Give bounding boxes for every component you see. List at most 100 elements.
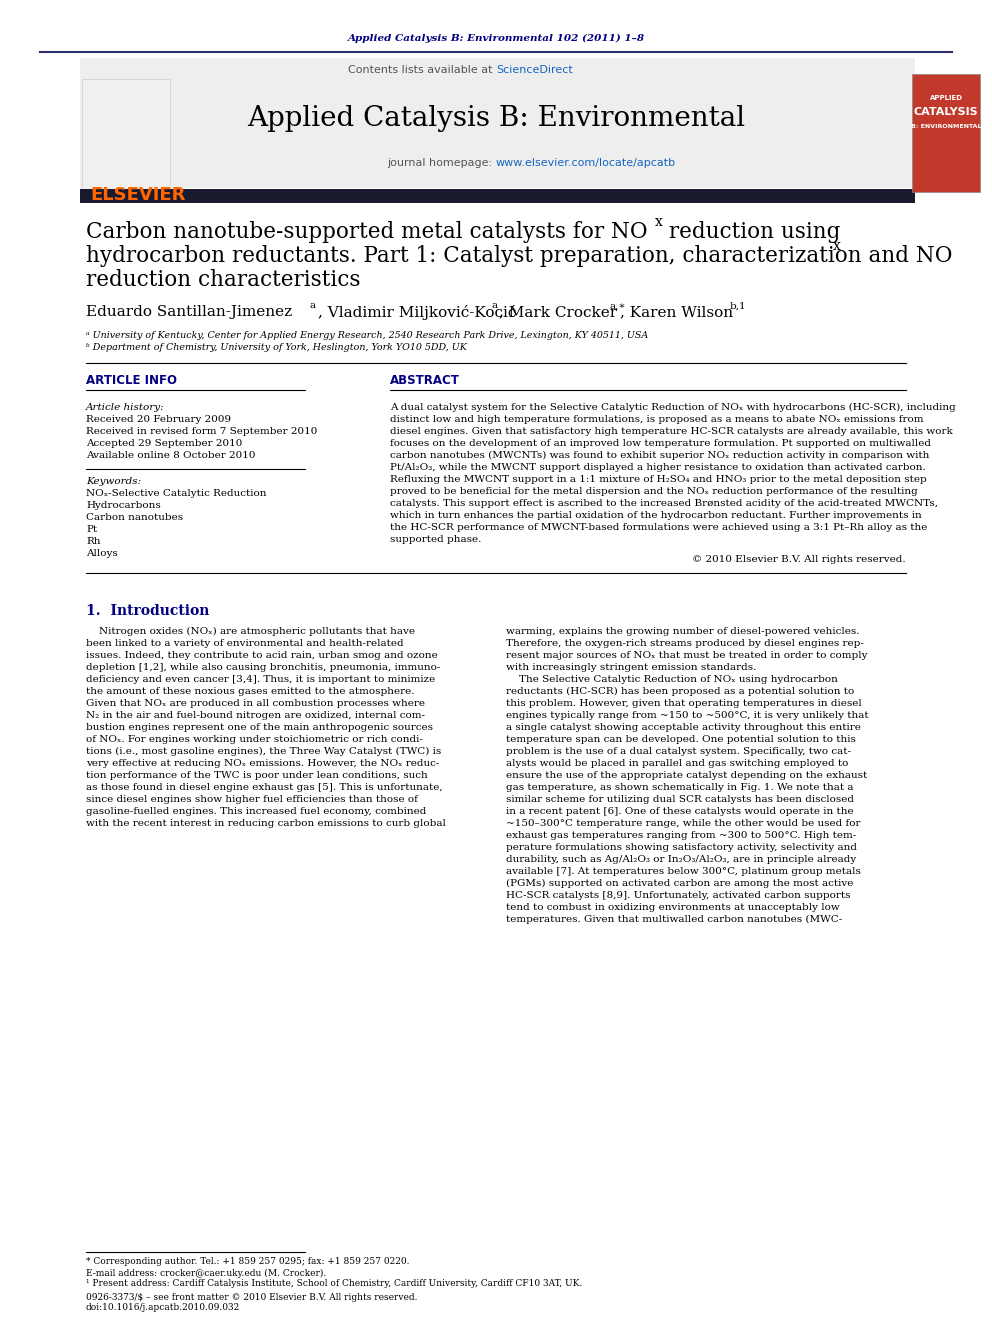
- Text: Applied Catalysis B: Environmental 102 (2011) 1–8: Applied Catalysis B: Environmental 102 (…: [347, 33, 645, 42]
- Text: Keywords:: Keywords:: [86, 476, 141, 486]
- Text: reductants (HC-SCR) has been proposed as a potential solution to: reductants (HC-SCR) has been proposed as…: [506, 687, 854, 696]
- Text: catalysts. This support effect is ascribed to the increased Brønsted acidity of : catalysts. This support effect is ascrib…: [390, 499, 938, 508]
- Text: exhaust gas temperatures ranging from ~300 to 500°C. High tem-: exhaust gas temperatures ranging from ~3…: [506, 831, 856, 840]
- Text: Rh: Rh: [86, 537, 100, 545]
- Text: focuses on the development of an improved low temperature formulation. Pt suppor: focuses on the development of an improve…: [390, 438, 931, 447]
- Text: been linked to a variety of environmental and health-related: been linked to a variety of environmenta…: [86, 639, 404, 647]
- Text: engines typically range from ~150 to ~500°C, it is very unlikely that: engines typically range from ~150 to ~50…: [506, 710, 869, 720]
- Text: Therefore, the oxygen-rich streams produced by diesel engines rep-: Therefore, the oxygen-rich streams produ…: [506, 639, 864, 647]
- Text: Accepted 29 September 2010: Accepted 29 September 2010: [86, 438, 242, 447]
- Text: gas temperature, as shown schematically in Fig. 1. We note that a: gas temperature, as shown schematically …: [506, 782, 853, 791]
- Text: proved to be beneficial for the metal dispersion and the NOₓ reduction performan: proved to be beneficial for the metal di…: [390, 487, 918, 496]
- Text: NOₓ-Selective Catalytic Reduction: NOₓ-Selective Catalytic Reduction: [86, 488, 267, 497]
- Text: issues. Indeed, they contribute to acid rain, urban smog and ozone: issues. Indeed, they contribute to acid …: [86, 651, 437, 659]
- Text: a,∗: a,∗: [609, 302, 625, 311]
- Text: (PGMs) supported on activated carbon are among the most active: (PGMs) supported on activated carbon are…: [506, 878, 853, 888]
- Text: supported phase.: supported phase.: [390, 534, 481, 544]
- Text: Pt: Pt: [86, 524, 97, 533]
- Text: Hydrocarbons: Hydrocarbons: [86, 500, 161, 509]
- Text: gasoline-fuelled engines. This increased fuel economy, combined: gasoline-fuelled engines. This increased…: [86, 807, 427, 815]
- Text: Given that NOₓ are produced in all combustion processes where: Given that NOₓ are produced in all combu…: [86, 699, 425, 708]
- Text: Carbon nanotubes: Carbon nanotubes: [86, 512, 184, 521]
- Text: this problem. However, given that operating temperatures in diesel: this problem. However, given that operat…: [506, 699, 862, 708]
- Text: ScienceDirect: ScienceDirect: [496, 65, 572, 75]
- Text: Eduardo Santillan-Jimenez: Eduardo Santillan-Jimenez: [86, 306, 292, 319]
- Text: Received 20 February 2009: Received 20 February 2009: [86, 414, 231, 423]
- Text: 1.  Introduction: 1. Introduction: [86, 605, 209, 618]
- Text: ᵇ Department of Chemistry, University of York, Heslington, York YO10 5DD, UK: ᵇ Department of Chemistry, University of…: [86, 343, 467, 352]
- Text: The Selective Catalytic Reduction of NOₓ using hydrocarbon: The Selective Catalytic Reduction of NOₓ…: [506, 675, 838, 684]
- Text: temperature span can be developed. One potential solution to this: temperature span can be developed. One p…: [506, 734, 856, 744]
- Text: B: ENVIRONMENTAL: B: ENVIRONMENTAL: [911, 123, 981, 128]
- Text: as those found in diesel engine exhaust gas [5]. This is unfortunate,: as those found in diesel engine exhaust …: [86, 782, 442, 791]
- Text: temperatures. Given that multiwalled carbon nanotubes (MWC-: temperatures. Given that multiwalled car…: [506, 914, 842, 923]
- Text: CATALYSIS: CATALYSIS: [914, 107, 978, 116]
- Text: * Corresponding author. Tel.: +1 859 257 0295; fax: +1 859 257 0220.: * Corresponding author. Tel.: +1 859 257…: [86, 1257, 410, 1266]
- Text: a: a: [492, 302, 498, 311]
- Text: tend to combust in oxidizing environments at unacceptably low: tend to combust in oxidizing environment…: [506, 902, 840, 912]
- Text: © 2010 Elsevier B.V. All rights reserved.: © 2010 Elsevier B.V. All rights reserved…: [692, 554, 906, 564]
- Text: a: a: [310, 302, 316, 311]
- Text: bustion engines represent one of the main anthropogenic sources: bustion engines represent one of the mai…: [86, 722, 433, 732]
- Text: Pt/Al₂O₃, while the MWCNT support displayed a higher resistance to oxidation tha: Pt/Al₂O₃, while the MWCNT support displa…: [390, 463, 926, 471]
- Text: depletion [1,2], while also causing bronchitis, pneumonia, immuno-: depletion [1,2], while also causing bron…: [86, 663, 440, 672]
- Text: ensure the use of the appropriate catalyst depending on the exhaust: ensure the use of the appropriate cataly…: [506, 770, 867, 779]
- Text: tion performance of the TWC is poor under lean conditions, such: tion performance of the TWC is poor unde…: [86, 770, 428, 779]
- Text: b,1: b,1: [730, 302, 747, 311]
- Text: ~150–300°C temperature range, while the other would be used for: ~150–300°C temperature range, while the …: [506, 819, 860, 827]
- Text: , Vladimir Miljković-Kocić: , Vladimir Miljković-Kocić: [318, 304, 517, 319]
- Text: ELSEVIER: ELSEVIER: [90, 187, 186, 204]
- Text: A dual catalyst system for the Selective Catalytic Reduction of NOₓ with hydroca: A dual catalyst system for the Selective…: [390, 402, 955, 411]
- Text: 0926-3373/$ – see front matter © 2010 Elsevier B.V. All rights reserved.: 0926-3373/$ – see front matter © 2010 El…: [86, 1293, 418, 1302]
- Text: x: x: [655, 216, 663, 229]
- Text: distinct low and high temperature formulations, is proposed as a means to abate : distinct low and high temperature formul…: [390, 414, 924, 423]
- Text: Nitrogen oxides (NOₓ) are atmospheric pollutants that have: Nitrogen oxides (NOₓ) are atmospheric po…: [86, 626, 415, 635]
- Text: Contents lists available at: Contents lists available at: [348, 65, 496, 75]
- Text: the HC-SCR performance of MWCNT-based formulations were achieved using a 3:1 Pt–: the HC-SCR performance of MWCNT-based fo…: [390, 523, 928, 532]
- Text: ¹ Present address: Cardiff Catalysis Institute, School of Chemistry, Cardiff Uni: ¹ Present address: Cardiff Catalysis Ins…: [86, 1279, 582, 1289]
- Text: warming, explains the growing number of diesel-powered vehicles.: warming, explains the growing number of …: [506, 627, 859, 635]
- Text: with the recent interest in reducing carbon emissions to curb global: with the recent interest in reducing car…: [86, 819, 445, 827]
- Text: ARTICLE INFO: ARTICLE INFO: [86, 373, 177, 386]
- Text: reduction characteristics: reduction characteristics: [86, 269, 360, 291]
- Text: tions (i.e., most gasoline engines), the Three Way Catalyst (TWC) is: tions (i.e., most gasoline engines), the…: [86, 746, 441, 755]
- Text: Applied Catalysis B: Environmental: Applied Catalysis B: Environmental: [247, 105, 745, 131]
- Text: the amount of these noxious gases emitted to the atmosphere.: the amount of these noxious gases emitte…: [86, 687, 415, 696]
- Text: journal homepage:: journal homepage:: [387, 157, 496, 168]
- Text: Available online 8 October 2010: Available online 8 October 2010: [86, 451, 256, 459]
- Text: HC-SCR catalysts [8,9]. Unfortunately, activated carbon supports: HC-SCR catalysts [8,9]. Unfortunately, a…: [506, 890, 850, 900]
- Text: resent major sources of NOₓ that must be treated in order to comply: resent major sources of NOₓ that must be…: [506, 651, 867, 659]
- Text: x: x: [833, 239, 841, 253]
- FancyBboxPatch shape: [80, 189, 915, 202]
- Text: Carbon nanotube-supported metal catalysts for NO: Carbon nanotube-supported metal catalyst…: [86, 221, 648, 243]
- Text: diesel engines. Given that satisfactory high temperature HC-SCR catalysts are al: diesel engines. Given that satisfactory …: [390, 426, 952, 435]
- Text: N₂ in the air and fuel-bound nitrogen are oxidized, internal com-: N₂ in the air and fuel-bound nitrogen ar…: [86, 710, 425, 720]
- Text: ABSTRACT: ABSTRACT: [390, 373, 460, 386]
- FancyBboxPatch shape: [80, 58, 915, 188]
- Text: similar scheme for utilizing dual SCR catalysts has been disclosed: similar scheme for utilizing dual SCR ca…: [506, 795, 854, 803]
- Text: available [7]. At temperatures below 300°C, platinum group metals: available [7]. At temperatures below 300…: [506, 867, 861, 876]
- Text: Received in revised form 7 September 2010: Received in revised form 7 September 201…: [86, 426, 317, 435]
- Text: , Mark Crocker: , Mark Crocker: [499, 306, 617, 319]
- Text: very effective at reducing NOₓ emissions. However, the NOₓ reduc-: very effective at reducing NOₓ emissions…: [86, 758, 439, 767]
- Text: hydrocarbon reductants. Part 1: Catalyst preparation, characterization and NO: hydrocarbon reductants. Part 1: Catalyst…: [86, 245, 952, 267]
- Text: reduction using: reduction using: [662, 221, 840, 243]
- Text: since diesel engines show higher fuel efficiencies than those of: since diesel engines show higher fuel ef…: [86, 795, 418, 803]
- Text: APPLIED: APPLIED: [930, 95, 962, 101]
- Text: Refluxing the MWCNT support in a 1:1 mixture of H₂SO₄ and HNO₃ prior to the meta: Refluxing the MWCNT support in a 1:1 mix…: [390, 475, 927, 483]
- Text: ᵃ University of Kentucky, Center for Applied Energy Research, 2540 Research Park: ᵃ University of Kentucky, Center for App…: [86, 331, 648, 340]
- Text: E-mail address: crocker@caer.uky.edu (M. Crocker).: E-mail address: crocker@caer.uky.edu (M.…: [86, 1269, 326, 1278]
- Text: alysts would be placed in parallel and gas switching employed to: alysts would be placed in parallel and g…: [506, 758, 848, 767]
- Text: Alloys: Alloys: [86, 549, 118, 557]
- Text: carbon nanotubes (MWCNTs) was found to exhibit superior NOₓ reduction activity i: carbon nanotubes (MWCNTs) was found to e…: [390, 450, 930, 459]
- Text: www.elsevier.com/locate/apcatb: www.elsevier.com/locate/apcatb: [496, 157, 677, 168]
- Text: of NOₓ. For engines working under stoichiometric or rich condi-: of NOₓ. For engines working under stoich…: [86, 734, 423, 744]
- Text: a single catalyst showing acceptable activity throughout this entire: a single catalyst showing acceptable act…: [506, 722, 861, 732]
- FancyBboxPatch shape: [912, 74, 980, 192]
- Text: Article history:: Article history:: [86, 402, 165, 411]
- Text: durability, such as Ag/Al₂O₃ or In₂O₃/Al₂O₃, are in principle already: durability, such as Ag/Al₂O₃ or In₂O₃/Al…: [506, 855, 856, 864]
- Text: problem is the use of a dual catalyst system. Specifically, two cat-: problem is the use of a dual catalyst sy…: [506, 746, 851, 755]
- Text: with increasingly stringent emission standards.: with increasingly stringent emission sta…: [506, 663, 756, 672]
- FancyBboxPatch shape: [82, 79, 170, 197]
- Text: , Karen Wilson: , Karen Wilson: [620, 306, 733, 319]
